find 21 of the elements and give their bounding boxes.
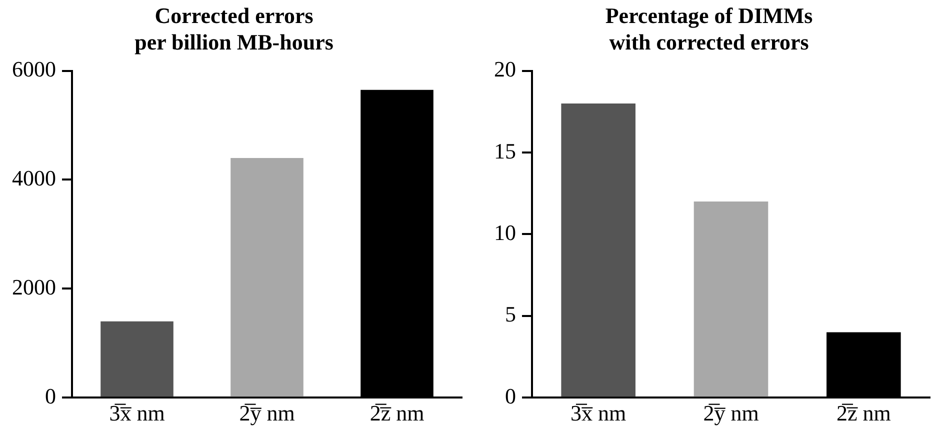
y-tick-label: 20 xyxy=(494,56,516,82)
y-tick-label: 10 xyxy=(494,220,516,245)
y-tick-label: 6000 xyxy=(12,56,56,82)
chart-title: Corrected errors per billion MB-hours xyxy=(134,2,334,54)
x-tick-label: 2̅z̅ nm xyxy=(370,400,424,426)
chart-title: Percentage of DIMMs with corrected errors xyxy=(605,2,814,54)
bar xyxy=(230,158,304,397)
y-tick-label: 5 xyxy=(505,302,516,327)
x-tick-label: 2̅z̅ nm xyxy=(836,400,891,426)
x-tick-label: 2̅y̅ nm xyxy=(703,400,759,426)
x-tick-label: 2̅y̅ nm xyxy=(239,400,295,426)
bar xyxy=(561,103,636,397)
y-tick-label: 15 xyxy=(494,138,516,164)
bar xyxy=(100,321,174,397)
y-tick-label: 0 xyxy=(505,383,516,408)
x-tick-label: 3̅x̅ nm xyxy=(109,400,165,426)
x-tick-label: 3̅x̅ nm xyxy=(570,400,626,426)
y-tick-label: 4000 xyxy=(12,166,56,191)
y-tick-label: 2000 xyxy=(12,274,56,300)
bar xyxy=(694,202,768,397)
y-tick-label: 0 xyxy=(45,383,56,408)
